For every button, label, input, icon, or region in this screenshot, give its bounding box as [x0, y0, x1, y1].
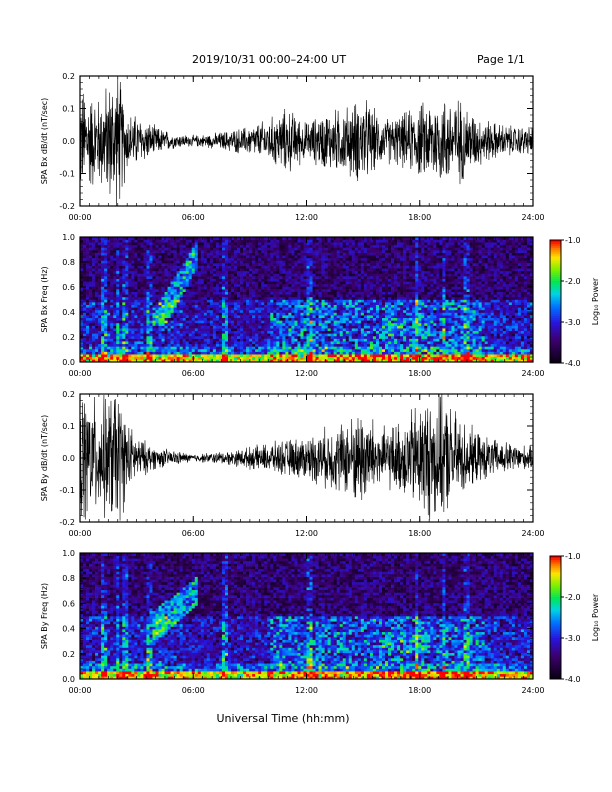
x-tick-label: 00:00 [68, 529, 91, 538]
plot-frame [79, 393, 534, 523]
y-tick-label: 0.2 [62, 390, 75, 399]
y-tick-label: 0.6 [62, 599, 75, 608]
colorbar-tick-label: -4.0 [565, 675, 581, 684]
plot-frame [79, 236, 534, 363]
x-tick-label: 18:00 [408, 213, 431, 222]
plot-frame [79, 75, 534, 207]
by-spectrogram-panel: 00:00 06:00 12:00 18:00 24:00 1.0 0.8 0.6 0.4 0.2… [40, 549, 545, 695]
y-tick-label: 0.8 [62, 574, 75, 583]
y-tick-label: 0.0 [62, 137, 75, 146]
colorbar-tick-label: -2.0 [565, 277, 581, 286]
y-tick-label: 0.4 [62, 625, 75, 634]
y-tick-label: 1.0 [62, 233, 75, 242]
y-tick-label: 0.1 [62, 105, 75, 114]
colorbar-tick-label: -3.0 [565, 318, 581, 327]
x-tick-label: 24:00 [521, 529, 544, 538]
x-tick-label: 24:00 [521, 369, 544, 378]
colorbar-tick-label: -1.0 [565, 552, 581, 561]
x-tick-label: 12:00 [295, 369, 318, 378]
x-tick-label: 12:00 [295, 529, 318, 538]
x-tick-label: 00:00 [68, 369, 91, 378]
x-tick-label: 06:00 [182, 529, 205, 538]
y-tick-label: -0.1 [59, 170, 75, 179]
y-tick-label: 0.0 [62, 358, 75, 367]
x-tick-label: 18:00 [408, 686, 431, 695]
y-tick-label: 0.2 [62, 72, 75, 81]
y-axis-label: SPA By Freq (Hz) [40, 583, 49, 649]
x-tick-label: 06:00 [182, 369, 205, 378]
y-tick-label: 0.2 [62, 333, 75, 342]
by-dbdt-panel: 00:00 06:00 12:00 18:00 24:00 0.2 0.1 0.0 -0.1 -0… [40, 390, 545, 538]
x-tick-label: 00:00 [68, 686, 91, 695]
bx-dbdt-panel: 00:00 06:00 12:00 18:00 24:00 0.2 0.1 0.0 -0.1 -0… [40, 72, 545, 222]
colorbar-tick-label: -1.0 [565, 236, 581, 245]
y-axis-label: SPA Bx Freq (Hz) [40, 266, 49, 332]
plot-frame [79, 552, 534, 680]
y-tick-label: 0.2 [62, 650, 75, 659]
x-tick-label: 12:00 [295, 686, 318, 695]
colorbar-label: Log₁₀ Power [591, 277, 600, 325]
x-tick-label: 12:00 [295, 213, 318, 222]
y-tick-label: -0.2 [59, 518, 75, 527]
x-tick-label: 24:00 [521, 213, 544, 222]
x-axis-label: Universal Time (hh:mm) [217, 712, 350, 725]
x-tick-label: 06:00 [182, 686, 205, 695]
y-axis-label: SPA Bx dB/dt (nT/sec) [40, 98, 49, 185]
bx-colorbar: -1.0 -2.0 -3.0 -4.0 Log₁₀ Power [549, 236, 600, 368]
x-tick-label: 06:00 [182, 213, 205, 222]
by-colorbar: -1.0 -2.0 -3.0 -4.0 Log₁₀ Power [549, 552, 600, 684]
series-line [80, 77, 533, 206]
colorbar-tick-label: -3.0 [565, 634, 581, 643]
x-tick-label: 00:00 [68, 213, 91, 222]
colorbar-tick-label: -4.0 [565, 359, 581, 368]
y-tick-label: 0.4 [62, 308, 75, 317]
bx-spectrogram-panel: 00:00 06:00 12:00 18:00 24:00 1.0 0.8 0.6 0.4 0.2… [40, 233, 545, 378]
y-tick-label: 0.0 [62, 675, 75, 684]
page-number: Page 1/1 [477, 53, 525, 66]
y-tick-label: -0.1 [59, 486, 75, 495]
x-tick-label: 18:00 [408, 529, 431, 538]
y-tick-label: 1.0 [62, 549, 75, 558]
series-line [80, 394, 533, 521]
colorbar-label: Log₁₀ Power [591, 593, 600, 641]
y-tick-label: 0.1 [62, 422, 75, 431]
y-tick-label: 0.6 [62, 283, 75, 292]
y-tick-label: 0.8 [62, 258, 75, 267]
x-tick-label: 18:00 [408, 369, 431, 378]
y-tick-label: -0.2 [59, 202, 75, 211]
y-axis-label: SPA By dB/dt (nT/sec) [40, 415, 49, 502]
y-tick-label: 0.0 [62, 454, 75, 463]
x-tick-label: 24:00 [521, 686, 544, 695]
page-title: 2019/10/31 00:00–24:00 UT [192, 53, 347, 66]
colorbar-tick-label: -2.0 [565, 593, 581, 602]
